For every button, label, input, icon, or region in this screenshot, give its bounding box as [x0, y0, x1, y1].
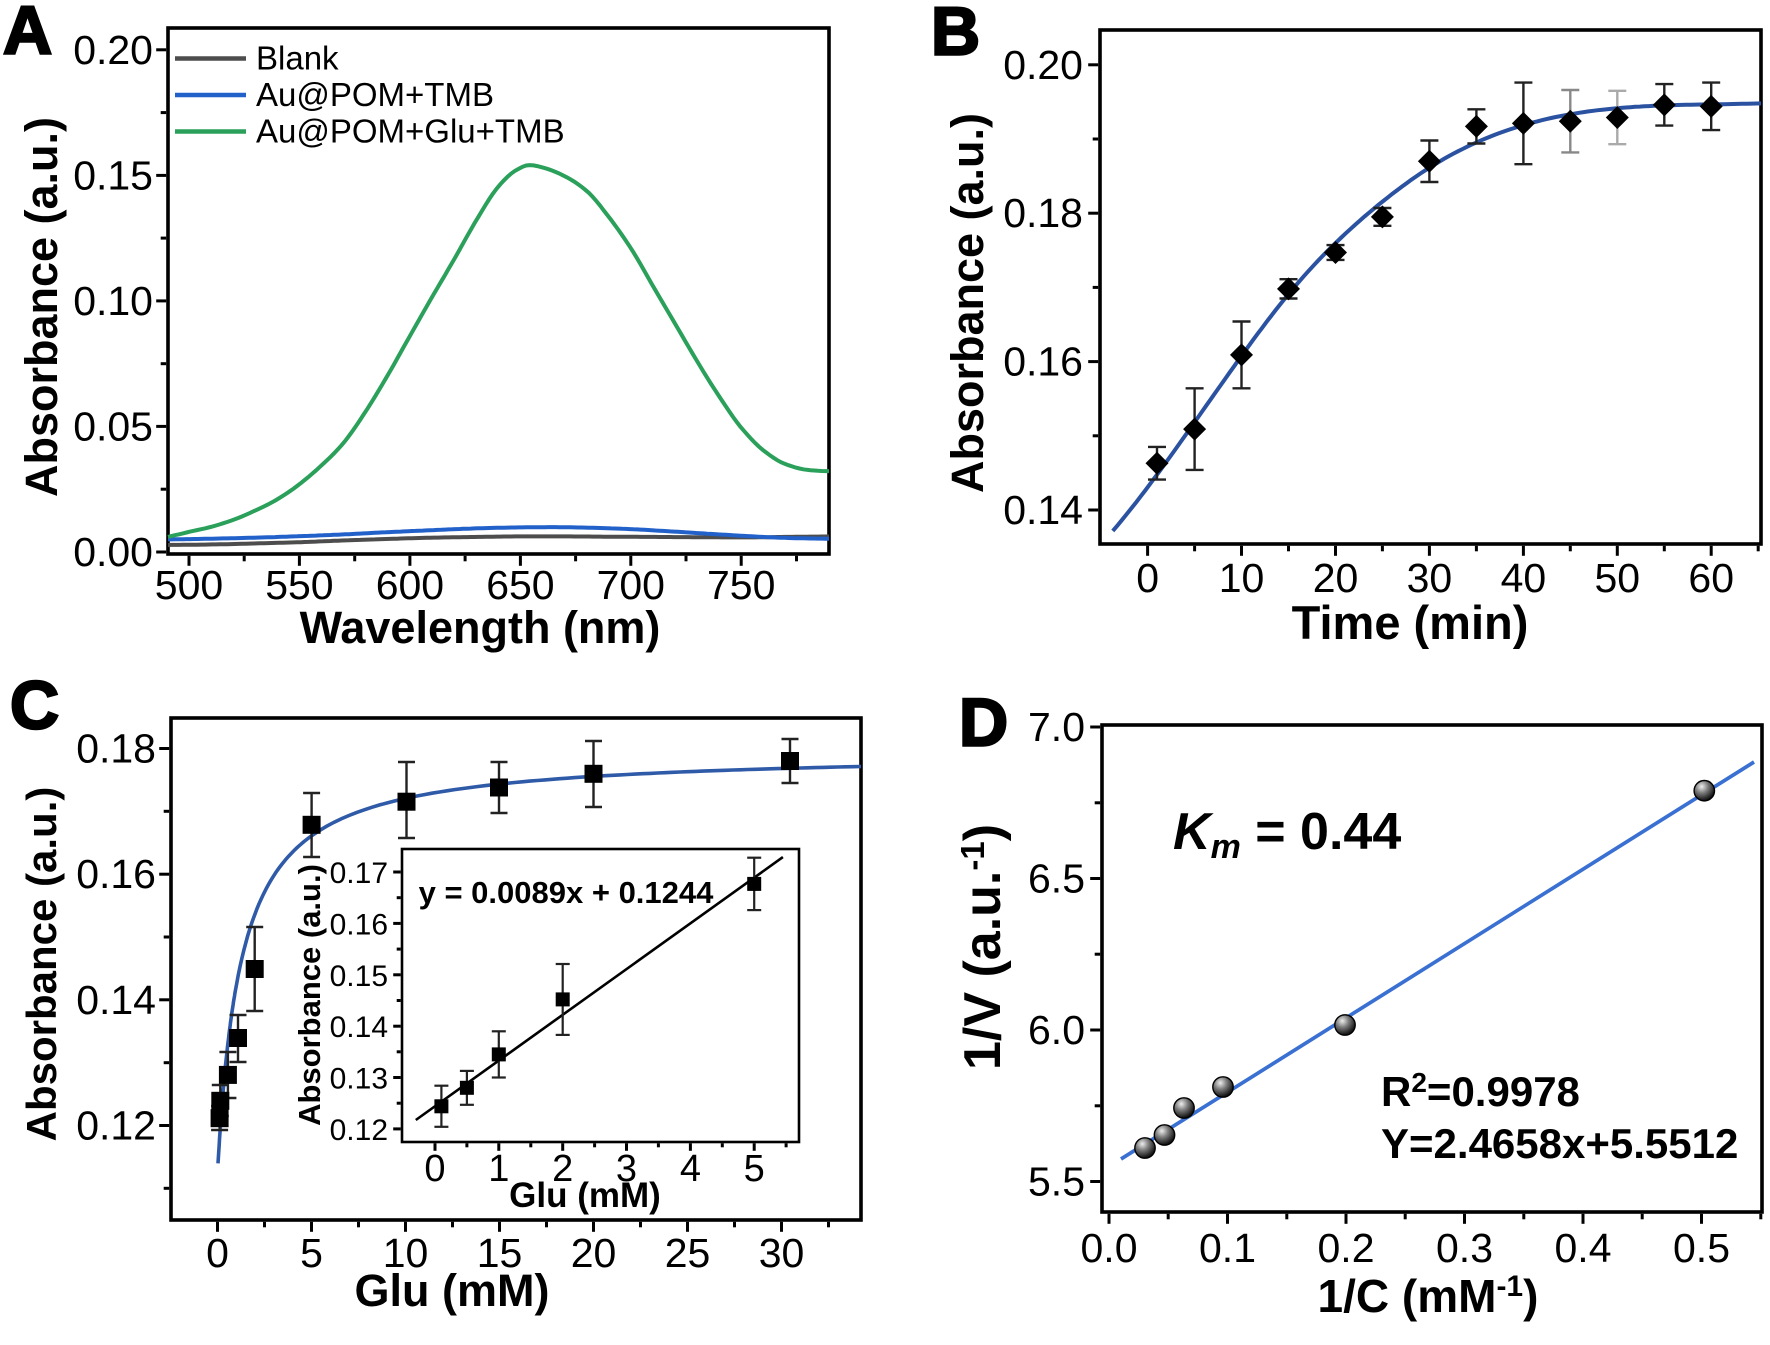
svg-text:0.14: 0.14 [76, 977, 156, 1023]
svg-text:0.20: 0.20 [1003, 42, 1083, 88]
svg-text:20: 20 [571, 1230, 617, 1276]
svg-text:20: 20 [1313, 555, 1359, 601]
svg-text:Time (min): Time (min) [1292, 596, 1529, 649]
svg-text:30: 30 [1407, 555, 1453, 601]
svg-text:0.00: 0.00 [73, 529, 153, 575]
svg-text:4: 4 [680, 1148, 701, 1190]
svg-text:10: 10 [1219, 555, 1265, 601]
svg-text:0: 0 [1136, 555, 1159, 601]
svg-text:D: D [959, 685, 1008, 761]
svg-text:0.16: 0.16 [76, 851, 156, 897]
svg-text:750: 750 [707, 562, 775, 608]
svg-text:5: 5 [744, 1148, 765, 1190]
svg-text:6.5: 6.5 [1028, 856, 1085, 902]
svg-text:y = 0.0089x + 0.1244: y = 0.0089x + 0.1244 [419, 875, 715, 910]
svg-text:Glu (mM): Glu (mM) [509, 1176, 661, 1215]
svg-text:R2=0.9978: R2=0.9978 [1381, 1067, 1580, 1115]
svg-text:0.1: 0.1 [1199, 1225, 1256, 1271]
svg-text:700: 700 [597, 562, 665, 608]
svg-text:0.0: 0.0 [1081, 1225, 1138, 1271]
svg-text:Absorbance (a.u.): Absorbance (a.u.) [16, 117, 67, 497]
svg-text:3: 3 [616, 1148, 637, 1190]
svg-text:Blank: Blank [256, 40, 339, 77]
svg-text:40: 40 [1501, 555, 1547, 601]
svg-text:Glu (mM): Glu (mM) [355, 1265, 550, 1316]
svg-text:25: 25 [665, 1230, 711, 1276]
svg-text:Km = 0.44: Km = 0.44 [1173, 803, 1401, 866]
svg-text:C: C [10, 668, 59, 744]
svg-text:Wavelength (nm): Wavelength (nm) [300, 602, 661, 653]
svg-text:5: 5 [300, 1230, 323, 1276]
svg-text:5.5: 5.5 [1028, 1159, 1085, 1205]
svg-text:0: 0 [206, 1230, 229, 1276]
svg-text:Y=2.4658x+5.5512: Y=2.4658x+5.5512 [1381, 1120, 1738, 1167]
svg-text:0: 0 [424, 1148, 445, 1190]
svg-text:0.4: 0.4 [1555, 1225, 1612, 1271]
svg-text:7.0: 7.0 [1028, 704, 1085, 750]
svg-text:Absorbance (a.u.): Absorbance (a.u.) [292, 864, 327, 1126]
svg-text:0.17: 0.17 [330, 857, 388, 890]
svg-text:B: B [931, 0, 980, 70]
svg-text:0.15: 0.15 [73, 152, 153, 198]
svg-text:550: 550 [265, 562, 333, 608]
svg-text:0.20: 0.20 [73, 27, 153, 73]
svg-text:Absorbance (a.u.): Absorbance (a.u.) [942, 113, 993, 493]
svg-text:15: 15 [477, 1230, 523, 1276]
svg-text:Au@POM+Glu+TMB: Au@POM+Glu+TMB [256, 113, 565, 150]
svg-text:600: 600 [376, 562, 444, 608]
svg-text:0.14: 0.14 [330, 1011, 388, 1044]
svg-text:Au@POM+TMB: Au@POM+TMB [256, 76, 494, 113]
svg-text:A: A [3, 0, 52, 69]
svg-text:30: 30 [759, 1230, 805, 1276]
svg-text:0.15: 0.15 [330, 960, 388, 993]
svg-text:0.18: 0.18 [76, 726, 156, 772]
svg-text:0.5: 0.5 [1673, 1225, 1730, 1271]
svg-text:0.16: 0.16 [1003, 339, 1083, 385]
svg-text:0.16: 0.16 [330, 908, 388, 941]
svg-text:Absorbance (a.u.): Absorbance (a.u.) [18, 787, 65, 1142]
svg-text:0.10: 0.10 [73, 278, 153, 324]
svg-text:0.13: 0.13 [330, 1063, 388, 1096]
svg-text:10: 10 [383, 1230, 429, 1276]
svg-text:1: 1 [488, 1148, 509, 1190]
svg-text:0.12: 0.12 [76, 1103, 156, 1149]
svg-text:50: 50 [1594, 555, 1640, 601]
svg-text:0.14: 0.14 [1003, 487, 1083, 533]
svg-text:6.0: 6.0 [1028, 1007, 1085, 1053]
svg-text:650: 650 [486, 562, 554, 608]
svg-text:500: 500 [155, 562, 223, 608]
svg-text:2: 2 [552, 1148, 573, 1190]
svg-text:0.05: 0.05 [73, 403, 153, 449]
svg-text:60: 60 [1688, 555, 1734, 601]
svg-text:0.12: 0.12 [330, 1114, 388, 1147]
svg-text:0.18: 0.18 [1003, 190, 1083, 236]
svg-text:0.3: 0.3 [1436, 1225, 1493, 1271]
svg-text:0.2: 0.2 [1318, 1225, 1375, 1271]
